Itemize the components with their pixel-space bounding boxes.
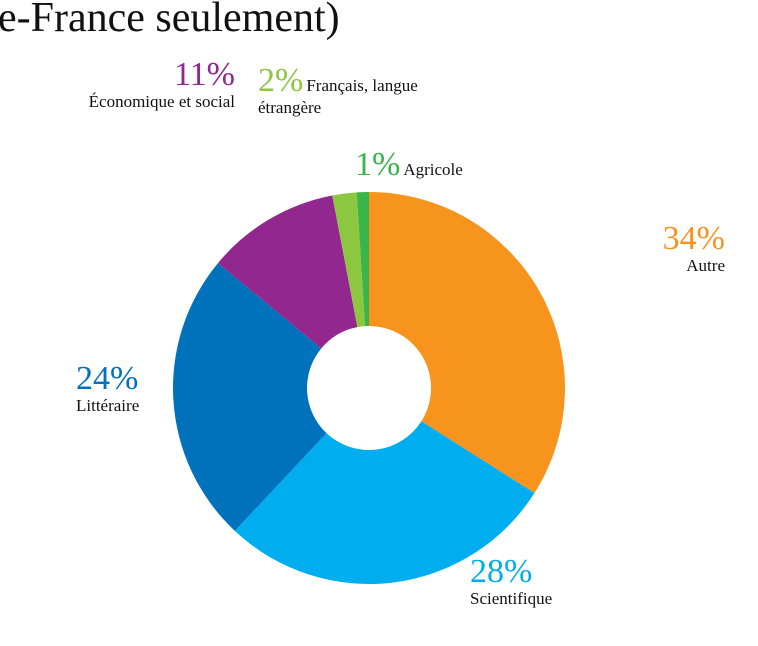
category-label: Économique et social <box>60 92 235 111</box>
category-label: Scientifique <box>470 589 610 608</box>
category-label: Littéraire <box>76 396 206 415</box>
slice-label: 2%Français, langue étrangère <box>258 64 428 117</box>
percent-label: 2% <box>258 62 303 99</box>
percent-label: 11% <box>60 58 235 92</box>
slice-label: 34%Autre <box>600 222 725 275</box>
percent-label: 1% <box>355 146 400 183</box>
percent-label: 34% <box>600 222 725 256</box>
category-label: Autre <box>600 256 725 275</box>
slice-label: 24%Littéraire <box>76 362 206 415</box>
slice-label: 28%Scientifique <box>470 555 610 608</box>
percent-label: 28% <box>470 555 610 589</box>
page: e-France seulement) (() => { const data … <box>0 0 758 646</box>
slice-label: 1%Agricole <box>355 148 495 182</box>
percent-label: 24% <box>76 362 206 396</box>
category-label: Agricole <box>403 160 462 179</box>
slice-label: 11%Économique et social <box>60 58 235 111</box>
